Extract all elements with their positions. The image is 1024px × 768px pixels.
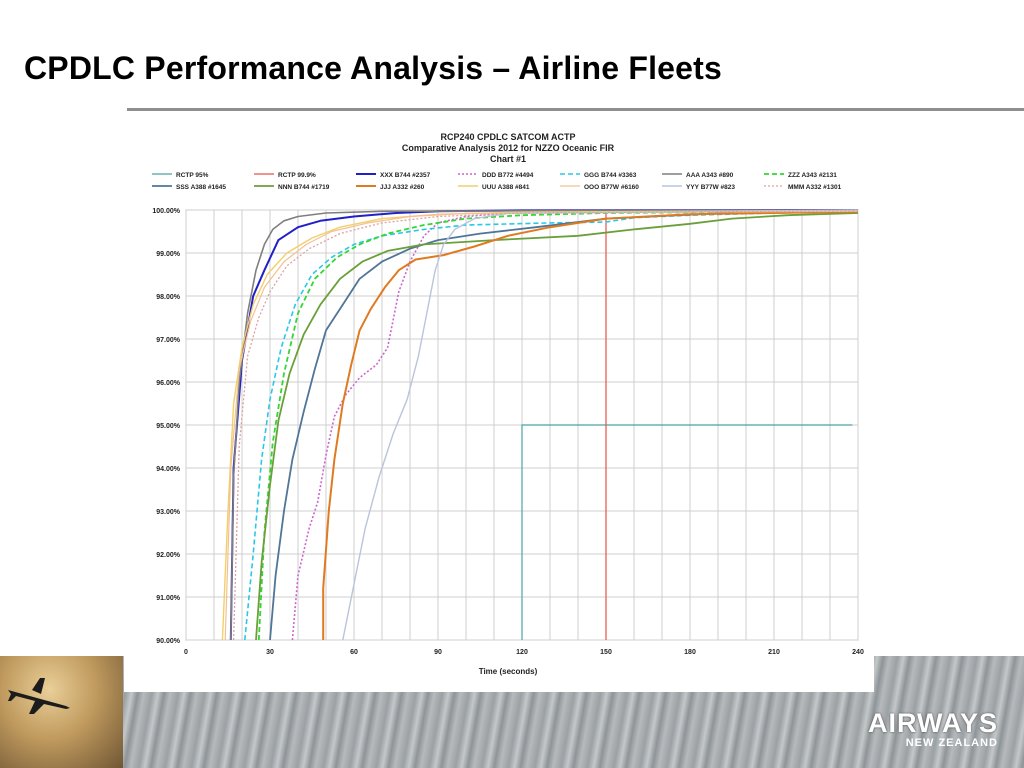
series-line-8 [255, 212, 859, 641]
series-line-4 [244, 210, 859, 641]
legend-label: UUU A388 #841 [482, 184, 530, 191]
legend-label: RCTP 95% [176, 172, 209, 179]
page-title: CPDLC Performance Analysis – Airline Fle… [24, 50, 723, 86]
legend-label: JJJ A332 #260 [380, 184, 425, 191]
series-line-11 [224, 210, 859, 641]
x-tick-label: 150 [600, 649, 612, 656]
brand-subtitle: NEW ZEALAND [905, 737, 998, 749]
legend-label: OOO B77W #6160 [584, 184, 639, 191]
x-tick-label: 180 [684, 649, 696, 656]
x-axis-label: Time (seconds) [479, 667, 538, 676]
brand-wordmark: AIRWAYS [867, 708, 998, 738]
y-tick-label: 97.00% [156, 337, 181, 344]
y-tick-label: 95.00% [156, 423, 181, 430]
series-line-0 [521, 424, 853, 640]
cumulative-latency-chart: RCP240 CPDLC SATCOM ACTP Comparative Ana… [124, 126, 874, 692]
series-line-7 [269, 209, 859, 641]
x-tick-label: 30 [266, 649, 274, 656]
chart-title-line-3: Chart #1 [490, 154, 526, 164]
y-tick-label: 92.00% [156, 552, 181, 559]
chart-series [221, 209, 859, 641]
footer-sky-photo [0, 656, 123, 768]
chart-axes: 90.00% 91.00% 92.00% 93.00% 94.00% 95.00% 96.0… [152, 208, 864, 656]
legend-label: RCTP 99.9% [278, 172, 316, 179]
x-tick-label: 90 [434, 649, 442, 656]
legend-label: AAA A343 #890 [686, 172, 734, 179]
x-tick-label: 60 [350, 649, 358, 656]
x-tick-label: 210 [768, 649, 780, 656]
y-tick-label: 98.00% [156, 294, 181, 301]
series-line-13 [232, 210, 859, 641]
legend-label: GGG B744 #3363 [584, 172, 637, 179]
y-tick-label: 94.00% [156, 466, 181, 473]
chart-panel: RCP240 CPDLC SATCOM ACTP Comparative Ana… [124, 126, 874, 692]
airways-logo: AIRWAYS NEW ZEALAND [868, 708, 998, 749]
airplane-icon [8, 678, 70, 714]
legend-label: SSS A388 #1645 [176, 184, 226, 191]
y-tick-label: 91.00% [156, 595, 181, 602]
legend-label: MMM A332 #1301 [788, 184, 842, 191]
legend-label: YYY B77W #823 [686, 184, 735, 191]
x-tick-label: 240 [852, 649, 864, 656]
series-line-9 [322, 210, 859, 640]
series-line-5 [230, 209, 859, 641]
legend-label: XXX B744 #2357 [380, 172, 431, 179]
y-tick-label: 99.00% [156, 251, 181, 258]
chart-title-line-2: Comparative Analysis 2012 for NZZO Ocean… [402, 143, 615, 153]
series-line-12 [342, 209, 859, 641]
x-tick-label: 0 [184, 649, 188, 656]
series-line-6 [257, 210, 859, 641]
series-line-10 [221, 209, 859, 641]
title-divider [127, 108, 1024, 111]
y-tick-label: 90.00% [156, 638, 181, 645]
y-tick-label: 100.00% [152, 208, 180, 215]
chart-title-line-1: RCP240 CPDLC SATCOM ACTP [440, 132, 575, 142]
legend-label: NNN B744 #1719 [278, 184, 330, 191]
x-tick-label: 120 [516, 649, 528, 656]
chart-legend: RCTP 95% RCTP 99.9% XXX B744 #2357 DDD B772… [152, 172, 842, 191]
y-tick-label: 93.00% [156, 509, 181, 516]
y-tick-label: 96.00% [156, 380, 181, 387]
legend-label: DDD B772 #4494 [482, 172, 534, 179]
legend-label: ZZZ A343 #2131 [788, 172, 837, 179]
